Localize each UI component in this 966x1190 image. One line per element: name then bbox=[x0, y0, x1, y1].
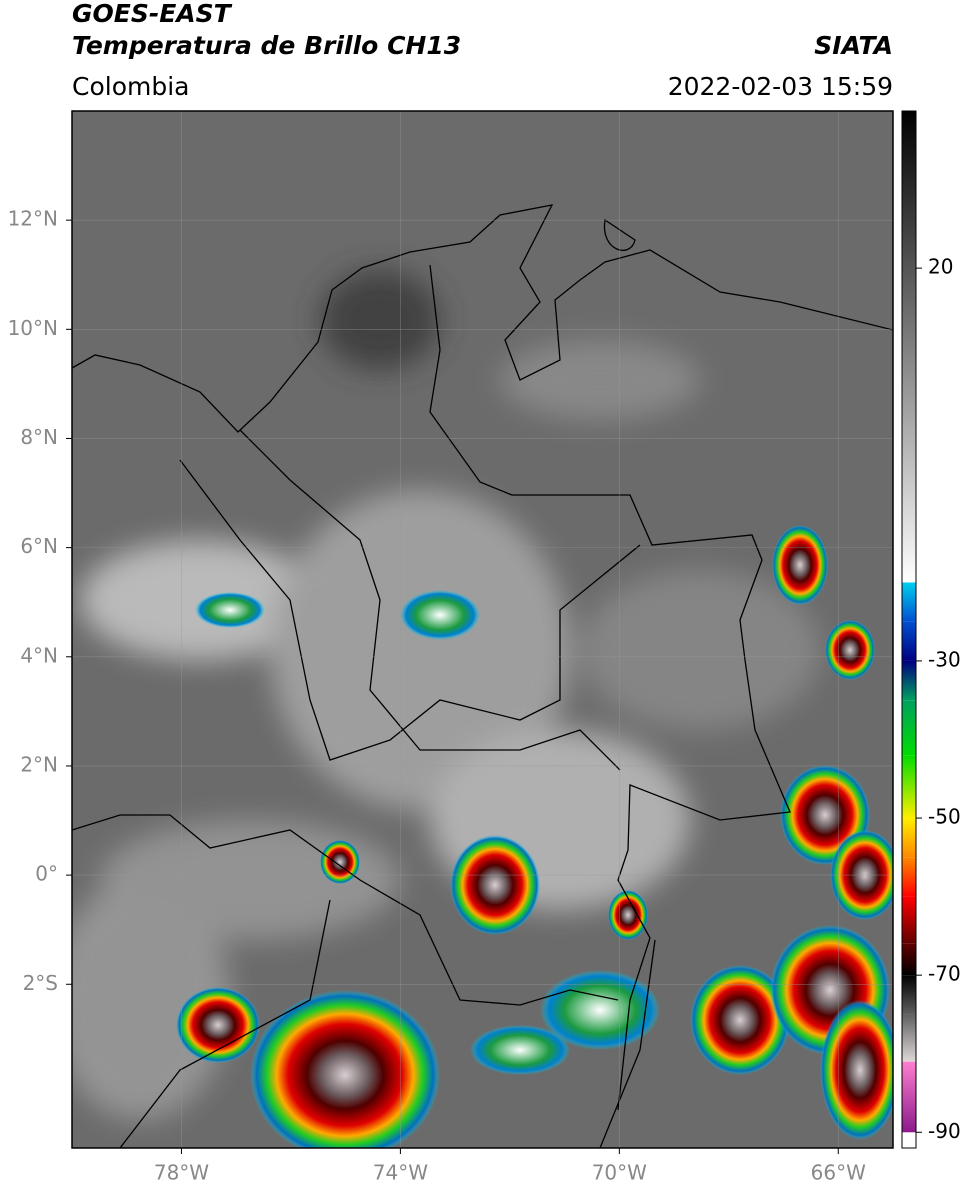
colorbar-frame bbox=[901, 110, 917, 1149]
y-tick-label: 6°N bbox=[20, 534, 58, 558]
colorbar-label: -50 bbox=[928, 805, 961, 829]
map-frame bbox=[71, 110, 894, 1149]
colorbar-segment bbox=[902, 660, 916, 701]
subtitle: Temperatura de Brillo CH13 bbox=[72, 31, 461, 60]
colorbar-segment bbox=[902, 582, 916, 622]
colorbar-segment bbox=[902, 857, 916, 897]
colorbar-label: -90 bbox=[928, 1119, 961, 1143]
colorbar-segment bbox=[902, 111, 916, 583]
y-tick-label: 10°N bbox=[8, 316, 58, 340]
colorbar-segment bbox=[902, 896, 916, 944]
colorbar-label: 20 bbox=[928, 255, 953, 279]
timestamp: 2022-02-03 15:59 bbox=[668, 72, 893, 101]
y-tick-label: 8°N bbox=[20, 425, 58, 449]
colorbar-segment bbox=[902, 1132, 916, 1148]
colorbar-segment bbox=[902, 1014, 916, 1062]
source: SIATA bbox=[814, 31, 893, 60]
colorbar-segment bbox=[902, 621, 916, 661]
y-tick-label: 12°N bbox=[8, 207, 58, 231]
colorbar-segment bbox=[902, 1061, 916, 1133]
x-tick-label: 70°W bbox=[592, 1161, 647, 1185]
x-tick-label: 74°W bbox=[373, 1161, 428, 1185]
colorbar-segment bbox=[902, 818, 916, 858]
x-tick-label: 66°W bbox=[811, 1161, 866, 1185]
y-tick-label: 2°S bbox=[23, 971, 58, 995]
y-tick-label: 0° bbox=[35, 862, 58, 886]
colorbar-segment bbox=[902, 755, 916, 819]
title: GOES-EAST bbox=[72, 0, 233, 28]
y-tick-label: 2°N bbox=[20, 752, 58, 776]
colorbar-segment bbox=[902, 975, 916, 1015]
colorbar-label: -30 bbox=[928, 647, 961, 671]
colorbar-label: -70 bbox=[928, 962, 961, 986]
region: Colombia bbox=[72, 72, 189, 101]
x-tick-label: 78°W bbox=[154, 1161, 209, 1185]
y-tick-label: 4°N bbox=[20, 643, 58, 667]
imagery bbox=[72, 111, 893, 1148]
colorbar-segment bbox=[902, 700, 916, 756]
colorbar-segment bbox=[902, 943, 916, 976]
